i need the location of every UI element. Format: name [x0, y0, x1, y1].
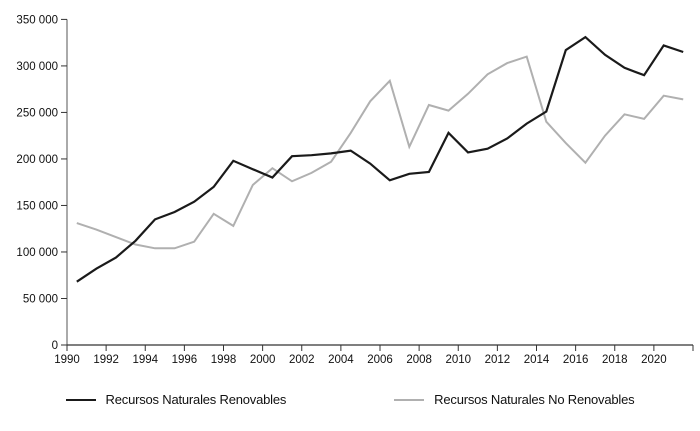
no-renovables-legend-label: Recursos Naturales No Renovables	[434, 392, 635, 407]
x-tick-label: 1992	[93, 354, 119, 366]
x-tick-label: 1998	[211, 354, 237, 366]
x-tick-label: 1994	[132, 354, 158, 366]
y-tick-label: 250 000	[16, 107, 58, 119]
x-tick-label: 2006	[367, 354, 393, 366]
y-tick-label: 50 000	[23, 293, 58, 305]
x-tick-label: 2008	[406, 354, 432, 366]
axes	[66, 19, 693, 346]
series-line-renovables	[76, 35, 684, 283]
y-tick-label: 0	[52, 340, 58, 352]
x-tick-label: 2014	[524, 354, 550, 366]
legend-item-renovables: Recursos Naturales Renovables	[65, 392, 287, 407]
line-chart: 0 50 000 100 000 150 000 200 000 250 000 300 0…	[16, 14, 694, 366]
x-tick-label: 2020	[641, 354, 667, 366]
x-tick-label: 2018	[602, 354, 628, 366]
renovables-line-swatch	[65, 398, 96, 401]
x-tick-labels: 1990 1992 1994 1996 1998 2000 2002 2004 2006 2008…	[54, 354, 666, 366]
x-tick-label: 1990	[54, 354, 80, 366]
x-tick-label: 2016	[563, 354, 589, 366]
series-line-no-renovables	[76, 55, 684, 250]
y-ticks	[61, 18, 67, 346]
x-ticks	[66, 345, 694, 351]
y-tick-label: 100 000	[16, 247, 58, 259]
legend-item-no-renovables: Recursos Naturales No Renovables	[394, 392, 635, 407]
x-tick-label: 2004	[328, 354, 354, 366]
y-tick-label: 200 000	[16, 154, 58, 166]
x-tick-label: 2002	[289, 354, 315, 366]
y-tick-labels: 0 50 000 100 000 150 000 200 000 250 000 300 0…	[16, 14, 58, 352]
x-tick-label: 2000	[250, 354, 276, 366]
chart-legend: Recursos Naturales Renovables Recursos N…	[0, 392, 700, 407]
renovables-legend-label: Recursos Naturales Renovables	[105, 392, 287, 407]
no-renovables-line-swatch	[394, 398, 425, 401]
y-tick-label: 350 000	[16, 14, 58, 26]
x-tick-label: 1996	[172, 354, 198, 366]
x-tick-label: 2010	[445, 354, 471, 366]
x-tick-label: 2012	[485, 354, 511, 366]
y-tick-label: 150 000	[16, 200, 58, 212]
y-tick-label: 300 000	[16, 61, 58, 73]
